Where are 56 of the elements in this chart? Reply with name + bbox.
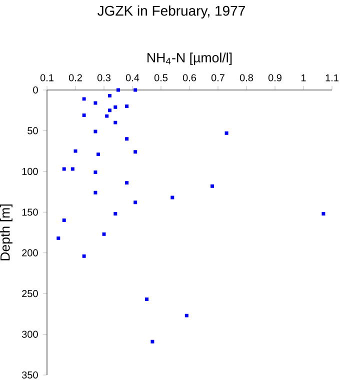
point xyxy=(125,137,129,141)
y-tick-label: 300 xyxy=(22,330,38,338)
y-tick-label: 50 xyxy=(28,127,38,134)
point xyxy=(322,212,326,216)
x-axis-title: NH$_{4}$-N [µmol/l] xyxy=(148,52,232,66)
point xyxy=(62,167,66,171)
point xyxy=(108,108,112,112)
chart-title: JGZK in February, 1977 xyxy=(98,5,245,19)
point xyxy=(105,114,109,118)
point xyxy=(125,104,129,108)
point xyxy=(114,105,118,109)
point xyxy=(94,170,98,174)
point xyxy=(134,88,138,92)
y-tick-label: 0 xyxy=(33,86,38,94)
point xyxy=(62,218,66,222)
point xyxy=(224,131,228,135)
point xyxy=(82,254,86,258)
x-tick-label: 0.7 xyxy=(211,74,224,82)
point xyxy=(82,114,86,117)
x-tick-label: 0.8 xyxy=(240,74,254,82)
point xyxy=(184,314,188,318)
x-tick-label: 0.2 xyxy=(68,74,82,82)
point xyxy=(134,150,138,154)
point xyxy=(134,200,138,204)
x-tick-label: 0.9 xyxy=(268,74,282,82)
y-tick-label: 250 xyxy=(22,290,38,298)
x-tick-label: 1.1 xyxy=(326,74,338,82)
point xyxy=(150,340,154,344)
point xyxy=(114,212,118,216)
x-tick-label: 1 xyxy=(301,74,306,82)
y-axis-title: Depth [m] xyxy=(0,204,12,260)
point xyxy=(96,152,100,156)
x-tick-label: 0.4 xyxy=(126,74,140,82)
point xyxy=(114,120,118,124)
point xyxy=(210,184,214,188)
point xyxy=(170,196,174,200)
point xyxy=(125,181,129,185)
x-tick-label: 0.6 xyxy=(182,74,196,82)
y-tick-label: 100 xyxy=(22,168,38,175)
point xyxy=(94,130,98,134)
point xyxy=(145,298,148,302)
point xyxy=(94,101,98,105)
point xyxy=(102,232,106,236)
point xyxy=(94,190,98,194)
point xyxy=(74,149,78,153)
x-tick-label: 0.1 xyxy=(40,74,54,82)
x-tick-label: 0.3 xyxy=(97,74,111,82)
x-tick-label: 0.5 xyxy=(154,74,168,82)
point xyxy=(116,88,120,92)
y-tick-label: 200 xyxy=(22,249,38,256)
point xyxy=(56,236,60,240)
point xyxy=(70,167,74,171)
point xyxy=(82,97,86,101)
y-tick-label: 350 xyxy=(22,371,38,379)
point xyxy=(108,94,112,98)
y-tick-label: 150 xyxy=(22,208,38,216)
